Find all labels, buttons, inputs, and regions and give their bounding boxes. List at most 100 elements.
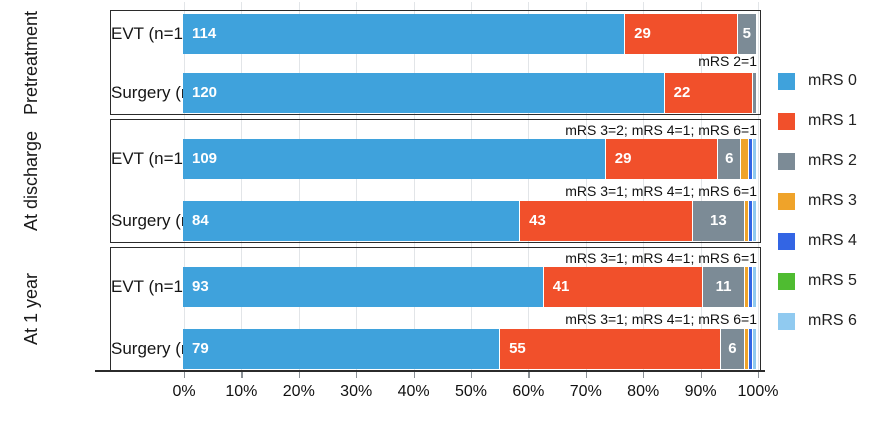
gridline bbox=[758, 2, 759, 371]
bar-segment-mrs2: 11 bbox=[702, 267, 746, 307]
legend-item: mRS 0 bbox=[778, 72, 857, 90]
legend-label: mRS 4 bbox=[808, 232, 857, 249]
x-tick-mark bbox=[528, 372, 530, 378]
panel: mRS 3=2; mRS 4=1; mRS 6=1 EVT (n=148) 109 2… bbox=[110, 119, 761, 243]
row-annotation: mRS 3=1; mRS 4=1; mRS 6=1 bbox=[565, 183, 757, 199]
bar-segment-mrs2: 6 bbox=[720, 329, 745, 369]
bar-value-label: 84 bbox=[192, 212, 209, 229]
legend-label: mRS 6 bbox=[808, 312, 857, 329]
gridline bbox=[643, 2, 645, 371]
row-annotation: mRS 3=2; mRS 4=1; mRS 6=1 bbox=[565, 122, 757, 138]
x-tick-mark bbox=[184, 372, 186, 378]
bar-value-label: 114 bbox=[192, 25, 217, 42]
panel: mRS 3=1; mRS 4=1; mRS 6=1 EVT (n=148) 93 41… bbox=[110, 247, 761, 371]
row-label: EVT (n=148) bbox=[111, 277, 208, 296]
x-tick-label: 0% bbox=[172, 383, 196, 400]
bar-segment-mrs6 bbox=[752, 329, 757, 369]
bar-segment-mrs2 bbox=[752, 73, 757, 113]
bar-value-label: 29 bbox=[634, 25, 651, 42]
x-tick-label: 60% bbox=[512, 383, 545, 400]
legend-swatch bbox=[778, 272, 795, 290]
x-tick-label: 90% bbox=[684, 383, 717, 400]
bar: 109 29 6 bbox=[183, 139, 757, 179]
x-tick-label: 70% bbox=[569, 383, 602, 400]
bar: 114 29 5 bbox=[183, 14, 757, 54]
x-tick-mark bbox=[241, 372, 243, 378]
row-label: EVT (n=148) bbox=[111, 24, 208, 43]
gridline bbox=[413, 2, 415, 371]
legend-label: mRS 0 bbox=[808, 72, 857, 89]
bar-segment-mrs4 bbox=[749, 267, 754, 307]
x-axis-line bbox=[95, 370, 765, 372]
gridline bbox=[184, 2, 185, 371]
legend-item: mRS 2 bbox=[778, 152, 857, 170]
row-label: EVT (n=148) bbox=[111, 149, 208, 168]
bar-segment-mrs1: 29 bbox=[605, 139, 719, 179]
bar-segment-mrs4 bbox=[748, 201, 753, 241]
bar-value-label: 13 bbox=[710, 212, 727, 229]
x-tick-mark bbox=[356, 372, 358, 378]
bar-value-label: 5 bbox=[742, 25, 751, 42]
bar-segment-mrs3 bbox=[744, 329, 749, 369]
bar-segment-mrs3 bbox=[741, 139, 750, 179]
bar-segment-mrs6 bbox=[753, 139, 757, 179]
panel: EVT (n=148) 114 29 5 mRS 2=1 Surgery (n=143) 1… bbox=[110, 10, 761, 115]
x-tick-label: 100% bbox=[737, 383, 779, 400]
bar: 120 22 bbox=[183, 73, 757, 113]
bar-value-label: 6 bbox=[728, 340, 737, 357]
x-tick-label: 50% bbox=[454, 383, 488, 400]
x-tick-label: 30% bbox=[340, 383, 373, 400]
bar-value-label: 93 bbox=[192, 278, 209, 295]
x-tick-label: 20% bbox=[282, 383, 315, 400]
bar-segment-mrs1: 43 bbox=[520, 201, 693, 241]
gridline bbox=[528, 2, 530, 371]
bar-segment-mrs2: 13 bbox=[692, 201, 745, 241]
group-label: At 1 year bbox=[21, 272, 41, 346]
gridline bbox=[241, 2, 243, 371]
bar-segment-mrs6 bbox=[753, 267, 757, 307]
legend-label: mRS 3 bbox=[808, 192, 857, 209]
x-tick-mark bbox=[700, 372, 702, 378]
bar-value-label: 11 bbox=[715, 278, 732, 295]
bar-value-label: 41 bbox=[552, 278, 570, 295]
legend-label: mRS 1 bbox=[808, 112, 857, 129]
row-annotation: mRS 2=1 bbox=[698, 53, 757, 69]
gridline bbox=[471, 2, 472, 371]
row-annotation: mRS 3=1; mRS 4=1; mRS 6=1 bbox=[565, 311, 757, 327]
x-tick-mark bbox=[643, 372, 645, 378]
bar-segment-mrs0: 93 bbox=[183, 267, 544, 307]
bar-value-label: 109 bbox=[192, 150, 218, 167]
bar-value-label: 120 bbox=[192, 84, 218, 101]
x-tick-mark bbox=[471, 372, 473, 378]
bar-value-label: 29 bbox=[614, 150, 632, 167]
legend-item: mRS 3 bbox=[778, 192, 857, 210]
row-annotation: mRS 3=1; mRS 4=1; mRS 6=1 bbox=[565, 250, 757, 266]
legend-swatch bbox=[778, 72, 795, 90]
bar-segment-mrs1: 29 bbox=[625, 14, 738, 54]
bar-segment-mrs3 bbox=[745, 267, 750, 307]
gridline bbox=[585, 2, 587, 371]
row-label: Surgery (n=143) bbox=[111, 339, 235, 358]
bar-segment-mrs0: 114 bbox=[183, 14, 626, 54]
bar-segment-mrs6 bbox=[752, 201, 757, 241]
legend-item: mRS 4 bbox=[778, 232, 857, 250]
legend-label: mRS 2 bbox=[808, 152, 857, 169]
bar-segment-mrs0: 120 bbox=[183, 73, 665, 113]
x-tick-mark bbox=[758, 372, 760, 378]
bar-segment-mrs2: 6 bbox=[718, 139, 742, 179]
bar-value-label: 79 bbox=[192, 340, 209, 357]
gridline bbox=[298, 2, 300, 371]
legend-item: mRS 1 bbox=[778, 112, 857, 130]
row-label: Surgery (n=143) bbox=[111, 211, 235, 230]
bar-segment-mrs1: 41 bbox=[543, 267, 703, 307]
gridline bbox=[700, 2, 702, 371]
legend-swatch bbox=[778, 192, 795, 210]
legend-label: mRS 5 bbox=[808, 272, 857, 289]
x-tick-label: 40% bbox=[397, 383, 430, 400]
bar-value-label: 55 bbox=[509, 340, 526, 357]
bar-segment-mrs2: 5 bbox=[737, 14, 757, 54]
bar-value-label: 22 bbox=[673, 84, 691, 101]
x-tick-mark bbox=[585, 372, 587, 378]
legend-item: mRS 6 bbox=[778, 312, 857, 330]
